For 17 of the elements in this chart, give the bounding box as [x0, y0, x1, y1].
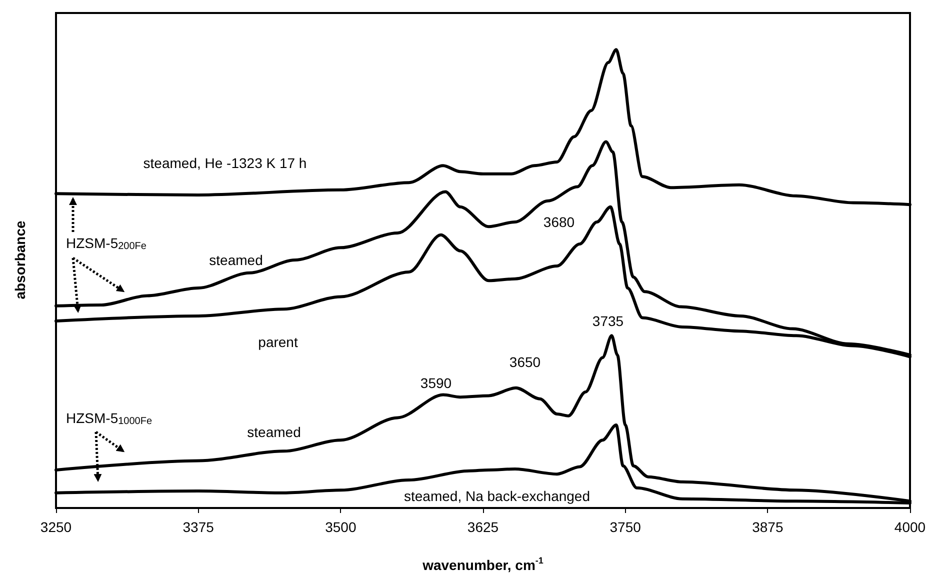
x-tick-label: 3625: [467, 519, 499, 535]
annotation: steamed, Na back-exchanged: [404, 488, 590, 504]
y-axis-title: absorbance: [12, 220, 28, 300]
x-tick-label: 3500: [325, 519, 356, 535]
annotation: parent: [258, 334, 298, 350]
annotation: 3650: [509, 354, 541, 370]
x-tick-label: 3250: [40, 519, 72, 535]
annotation: 3680: [543, 214, 575, 230]
x-tick-label: 3750: [610, 519, 642, 535]
annotation: steamed, He -1323 K 17 h: [143, 155, 307, 171]
annotation: 3590: [420, 375, 452, 391]
annotation: steamed: [209, 252, 263, 268]
annotation: 3735: [592, 313, 624, 329]
x-tick-label: 3375: [182, 519, 214, 535]
x-tick-label: 3875: [752, 519, 784, 535]
x-tick-label: 4000: [894, 519, 926, 535]
annotation: steamed: [247, 424, 301, 440]
